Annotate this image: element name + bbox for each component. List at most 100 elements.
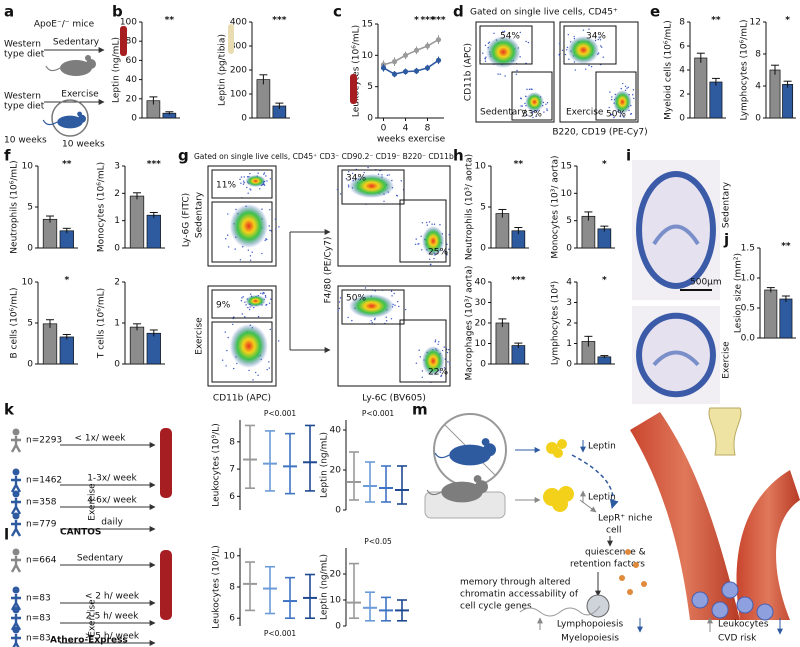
y-tick-label: 2: [679, 90, 685, 100]
axis-label: F4/80 (PE/Cy7): [324, 237, 334, 304]
density: [613, 90, 632, 114]
gate: [479, 25, 533, 65]
axis-label: Ly-6C (BV605): [362, 394, 426, 404]
factor-dot: [641, 581, 647, 587]
y-axis-label: Leukocytes (10⁹/L): [212, 545, 222, 629]
y-tick-label: 0: [335, 506, 341, 516]
bar: [129, 195, 145, 249]
text: type diet: [4, 102, 45, 112]
event-dot: [370, 320, 372, 322]
leukocyte: [756, 603, 774, 621]
bar: [42, 218, 58, 249]
event-dot: [564, 53, 567, 56]
event-dot: [274, 218, 277, 221]
event-dot: [249, 172, 251, 175]
event-dot: [345, 177, 348, 180]
leukocyte: [721, 581, 739, 599]
event-dot: [240, 176, 243, 178]
person-icon: [12, 468, 20, 476]
significance: **: [165, 16, 175, 26]
y-tick-label: 100: [120, 18, 137, 28]
density: [229, 324, 268, 368]
event-dot: [269, 178, 272, 180]
event-dot: [558, 54, 561, 57]
person-icon: [12, 428, 20, 436]
y-tick-label: 3: [114, 162, 120, 172]
mouse-icon: [86, 59, 96, 69]
event-dot: [440, 375, 442, 378]
event-dot: [623, 116, 625, 118]
event-dot: [597, 38, 599, 41]
event-dot: [626, 87, 628, 89]
event-dot: [447, 361, 449, 363]
event-dot: [519, 97, 522, 99]
event-dot: [242, 180, 245, 182]
event-dot: [227, 246, 230, 248]
leukocyte: [736, 596, 754, 614]
person-icon: [11, 634, 21, 647]
point: [435, 37, 442, 43]
person-icon: [12, 606, 20, 614]
p-value: P<0.001: [362, 409, 395, 418]
text: Sedentary: [195, 191, 205, 238]
event-dot: [263, 173, 265, 175]
event-dot: [247, 306, 249, 309]
text: 2-5 h/ week: [86, 612, 140, 622]
event-dot: [221, 359, 224, 361]
person-icon: [10, 594, 22, 611]
event-dot: [531, 112, 534, 114]
event-dot: [519, 56, 521, 58]
significance: *: [64, 276, 69, 286]
y-tick-label: 7: [229, 465, 235, 475]
text: Sedentary: [77, 554, 124, 564]
event-dot: [261, 252, 263, 255]
event-dot: [339, 297, 342, 299]
bar: [709, 81, 723, 119]
mouse-icon: [77, 111, 82, 117]
event-dot: [239, 178, 241, 181]
text: Exercise: [88, 599, 98, 637]
event-dot: [247, 249, 250, 251]
y-tick-label: 15: [362, 20, 373, 30]
text: Leptin: [588, 442, 616, 452]
event-dot: [414, 243, 417, 245]
y-tick-label: 5: [566, 216, 572, 226]
event-dot: [611, 114, 613, 116]
gate: [211, 169, 273, 199]
point: [435, 57, 442, 63]
panel-label: g: [178, 147, 189, 165]
point: [424, 43, 431, 49]
event-dot: [268, 361, 270, 363]
density: [245, 295, 266, 307]
event-dot: [531, 88, 533, 91]
text: > 5 h/ week: [85, 632, 140, 642]
event-dot: [263, 292, 265, 294]
connector: [579, 499, 597, 513]
event-dot: [257, 172, 259, 174]
event-dot: [240, 300, 243, 302]
axis-label: Ly-6G (FITC): [182, 193, 192, 247]
event-dot: [497, 73, 499, 75]
gate: [341, 289, 405, 325]
y-axis-label: Lesion size (mm²): [734, 253, 744, 333]
y-tick-label: 1: [114, 216, 120, 226]
y-tick-label: 10: [22, 162, 34, 172]
y-axis-label: T cells (10⁶/mL): [97, 288, 107, 359]
bar: [495, 322, 510, 365]
significance: *: [602, 276, 607, 286]
y-tick-label: 10: [22, 278, 34, 288]
y-tick-label: 0: [755, 114, 761, 124]
significance: ***: [272, 16, 286, 26]
event-dot: [601, 46, 603, 48]
text: 25%: [428, 248, 448, 258]
event-dot: [244, 316, 246, 318]
event-dot: [546, 108, 548, 110]
y-tick-label: 20: [126, 94, 138, 104]
tube-icon: [350, 74, 357, 104]
y-tick-label: 1.5: [741, 244, 755, 254]
event-dot: [433, 257, 435, 260]
event-dot: [503, 30, 506, 33]
significance: ***: [511, 276, 525, 286]
bar: [42, 323, 58, 365]
